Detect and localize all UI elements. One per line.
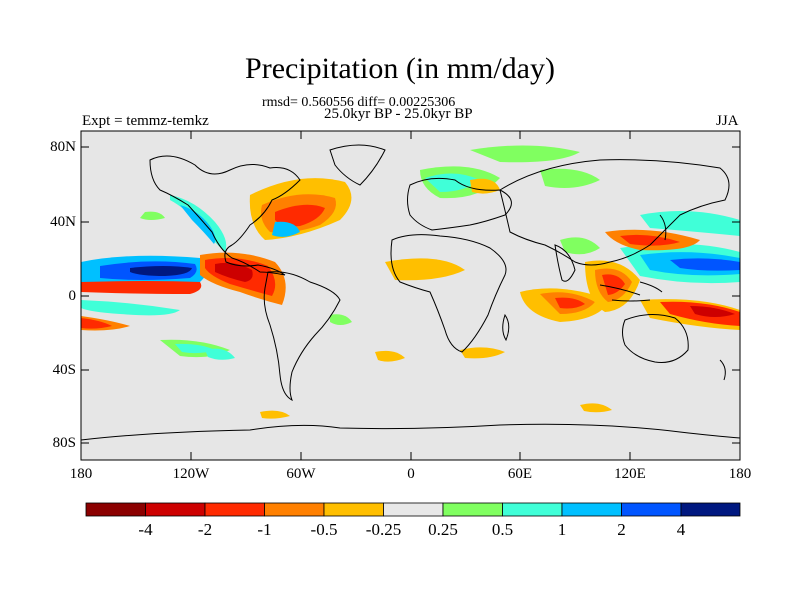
coast-asia bbox=[499, 159, 730, 266]
lon-label-60w: 60W bbox=[286, 466, 316, 482]
anomaly-central-america-darkred bbox=[215, 262, 253, 282]
anomaly-natl-blue bbox=[272, 221, 300, 237]
colorbar-box-3 bbox=[204, 502, 265, 517]
anomaly-natl-darkred bbox=[275, 204, 325, 227]
map-background bbox=[81, 131, 740, 460]
anomaly-npac-blue-inner bbox=[180, 205, 216, 244]
colorbar-label: -0.25 bbox=[365, 520, 402, 539]
experiment-label: Expt = temmz-temkz bbox=[82, 113, 209, 129]
anomaly-siberia-green bbox=[540, 168, 600, 188]
colorbar-label: 2 bbox=[617, 520, 626, 539]
colorbar-label: 4 bbox=[676, 520, 686, 539]
anomaly-wpac-blue3 bbox=[670, 258, 740, 271]
lon-label-60e: 60E bbox=[507, 466, 533, 482]
colorbar-box-9 bbox=[561, 502, 622, 517]
anomaly-southern-green bbox=[330, 314, 352, 325]
colorbar-label: -1 bbox=[257, 520, 272, 539]
coast-africa bbox=[390, 234, 507, 353]
axis-ticks bbox=[81, 131, 740, 460]
colorbar-label: 0.25 bbox=[428, 520, 458, 539]
season-label: JJA bbox=[716, 113, 739, 129]
colorbar-box-1 bbox=[85, 502, 146, 517]
colorbar-box-11 bbox=[680, 502, 741, 517]
lon-label-0: 0 bbox=[407, 466, 415, 482]
anomaly-easia-red bbox=[620, 234, 680, 246]
anomaly-pacific-south-green bbox=[81, 300, 180, 316]
coast-japan bbox=[659, 214, 667, 241]
coast-europe bbox=[407, 177, 512, 231]
anomaly-antarctic-orange2 bbox=[260, 410, 290, 419]
lat-label-0: 0 bbox=[68, 288, 77, 304]
colorbar-box-10 bbox=[621, 502, 682, 517]
colorbar-box-8 bbox=[502, 502, 563, 517]
coast-greenland bbox=[329, 144, 386, 186]
colorbar-box-7 bbox=[442, 502, 503, 517]
coast-india bbox=[554, 244, 576, 282]
anomaly-africa-yellow bbox=[385, 258, 465, 281]
stats-line: rmsd= 0.560556 diff= 0.00225306 bbox=[262, 95, 456, 110]
coast-north-america bbox=[149, 155, 301, 276]
period-line: 25.0kyr BP - 25.0kyr BP bbox=[324, 106, 473, 122]
anomaly-india-green bbox=[560, 237, 600, 255]
coast-south-america bbox=[263, 271, 341, 402]
anomaly-arctic-green bbox=[470, 145, 580, 163]
colorbar bbox=[85, 502, 741, 517]
lat-label-80n: 80N bbox=[50, 139, 76, 155]
colorbar-label: -0.5 bbox=[310, 520, 338, 539]
colorbar-label: -2 bbox=[197, 520, 213, 539]
lon-label-180w: 180 bbox=[69, 466, 93, 482]
colorbar-box-4 bbox=[264, 502, 325, 517]
anomaly-indian-darkred bbox=[555, 297, 585, 309]
anomaly-pacific-navy-core bbox=[130, 266, 192, 276]
colorbar-label: 0.5 bbox=[491, 520, 514, 539]
coastlines bbox=[80, 144, 741, 441]
colorbar-box-2 bbox=[145, 502, 206, 517]
anomaly-southern-orange2 bbox=[375, 350, 405, 362]
lon-label-180e: 180 bbox=[728, 466, 752, 482]
precip-anomaly-fields bbox=[81, 145, 740, 419]
lon-label-120w: 120W bbox=[172, 466, 210, 482]
coast-australia bbox=[622, 314, 689, 363]
anomaly-japan-blue bbox=[640, 211, 740, 236]
anomaly-spac-cyan bbox=[175, 343, 215, 354]
coast-indonesia bbox=[599, 281, 663, 302]
anomaly-spac-west-darkred bbox=[690, 306, 735, 317]
anomaly-antarctic-orange bbox=[580, 403, 612, 413]
colorbar-box-5 bbox=[323, 502, 384, 517]
coast-antarctica bbox=[80, 423, 741, 441]
anomaly-npac-green bbox=[140, 211, 165, 220]
colorbar-box-6 bbox=[383, 502, 444, 517]
anomaly-westpac-red bbox=[81, 281, 202, 294]
coast-new-zealand bbox=[719, 359, 726, 381]
lat-label-80s: 80S bbox=[52, 435, 76, 451]
lon-label-120e: 120E bbox=[614, 466, 646, 482]
anomaly-maritime-darkred bbox=[602, 274, 625, 295]
anomaly-pacific-south-red bbox=[81, 318, 112, 329]
colorbar-label: 1 bbox=[557, 520, 567, 539]
colorbar-label: -4 bbox=[138, 520, 153, 539]
lat-label-40n: 40N bbox=[50, 214, 76, 230]
coast-madagascar bbox=[502, 313, 510, 342]
plot-title: Precipitation (in mm/day) bbox=[245, 52, 555, 85]
lat-label-40s: 40S bbox=[52, 362, 76, 378]
anomaly-sam-green bbox=[205, 348, 235, 360]
anomaly-southern-orange bbox=[460, 347, 505, 359]
